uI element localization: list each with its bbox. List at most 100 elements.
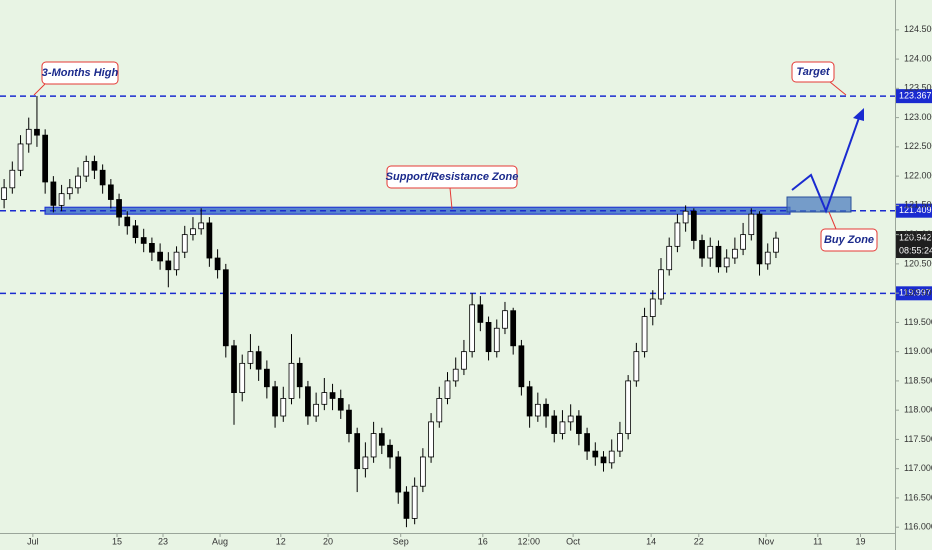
x-tick-label: Jul [27,536,39,546]
candle-body [534,403,541,417]
y-tick-label: 119.500 [904,317,932,327]
price-tag [896,286,932,301]
x-tick-label: Sep [393,536,409,546]
y-tick-label: 122.500 [904,141,932,151]
candle-body [600,456,607,464]
x-tick-label: Nov [758,536,775,546]
x-tick-label: 16 [478,536,488,546]
candle-body [83,161,90,177]
y-tick-label: 119.000 [904,346,932,356]
candle-body [395,456,402,493]
buy-zone-box [786,196,852,213]
y-tick-label: 118.000 [904,405,932,415]
y-tick-label: 116.000 [904,522,932,532]
candle-body [140,237,147,244]
candle-body [280,398,287,417]
candle-body [132,225,139,238]
price-tag-label: 119.997 [899,288,931,298]
x-tick-label: 19 [856,536,866,546]
candle-body [157,251,163,262]
candle-body [403,491,410,519]
y-tick-label: 123.500 [904,83,932,93]
candle-body [592,450,599,458]
candle-body [75,175,81,189]
x-tick-label: 20 [323,536,333,546]
candle-body [1,187,7,200]
candle-body [526,386,533,417]
candle-body [124,216,131,227]
plot-area [0,95,895,528]
connector [829,81,847,96]
arrow-head [853,108,864,121]
candle-body [378,433,385,446]
candle-body [477,304,484,323]
candle-body [337,398,344,411]
last-price-tag [896,231,932,259]
x-tick-label: 15 [112,536,122,546]
candle-body [411,485,418,519]
candle-body [313,403,319,417]
candle-body [296,362,303,388]
candle-body [444,380,451,399]
candle-body [469,304,475,353]
candle-body [198,222,205,230]
candle-body [370,433,377,458]
candle-body [567,415,574,423]
candle-body [461,351,467,370]
candle-body [25,128,32,145]
candle-body [346,409,352,434]
candle-body [263,368,270,388]
x-tick-label: 14 [646,536,656,546]
candle-body [34,128,40,136]
annotation-box [386,165,518,189]
price-tag-label: 121.409 [899,205,932,215]
candle-body [732,248,738,259]
candle-body [214,257,221,271]
y-tick-label: 121.000 [904,229,932,239]
annotation-box [41,61,119,85]
candle-body [543,403,549,417]
annotation: Support/Resistance Zone [386,171,519,183]
y-tick-label: 121.500 [904,200,932,210]
x-tick-label: 22 [694,536,704,546]
countdown: 08:55:24 [899,245,932,255]
candle-body [715,245,722,268]
price-tag [896,203,932,218]
annotation: Target [796,66,831,78]
candle-body [305,386,311,417]
x-tick-label: 12 [276,536,286,546]
candle-body [165,260,172,271]
candle-body [436,398,443,423]
candle-body [617,433,623,452]
x-tick-label: Aug [212,536,228,546]
annotation: 3-Months High [42,67,119,79]
candle-body [773,237,779,253]
candle-body [231,345,237,394]
candle-body [321,392,328,405]
y-tick-label: 124.000 [904,53,932,63]
candle-body [740,234,746,250]
candle-body [666,245,673,271]
annotation-box [791,61,835,83]
price-tags: 123.367 121.409 119.997 120.942 08:55:24 [896,89,932,301]
candle-body [633,351,640,382]
last-price-label: 120.942 [899,232,932,242]
candle-body [625,380,632,434]
annotation: Buy Zone [824,234,874,246]
candle-body [181,234,188,253]
candle-body [190,228,196,236]
annotation-box [820,228,878,252]
candle-body [173,251,180,271]
y-tick-label: 122.000 [904,170,932,180]
candle-body [239,362,246,394]
projection-arrow [791,114,861,214]
candle-body [91,161,98,171]
candle-body [690,210,697,241]
candle-body [510,310,517,347]
candle-body [502,310,508,329]
x-tick-label: Oct [566,536,581,546]
candle-body [58,193,65,206]
